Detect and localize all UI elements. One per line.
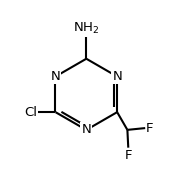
Text: F: F	[125, 149, 132, 162]
Text: N: N	[81, 123, 91, 137]
Text: NH$_2$: NH$_2$	[73, 21, 100, 36]
Text: F: F	[146, 122, 154, 135]
Text: N: N	[112, 70, 122, 83]
Text: N: N	[51, 70, 60, 83]
Text: Cl: Cl	[24, 106, 37, 119]
